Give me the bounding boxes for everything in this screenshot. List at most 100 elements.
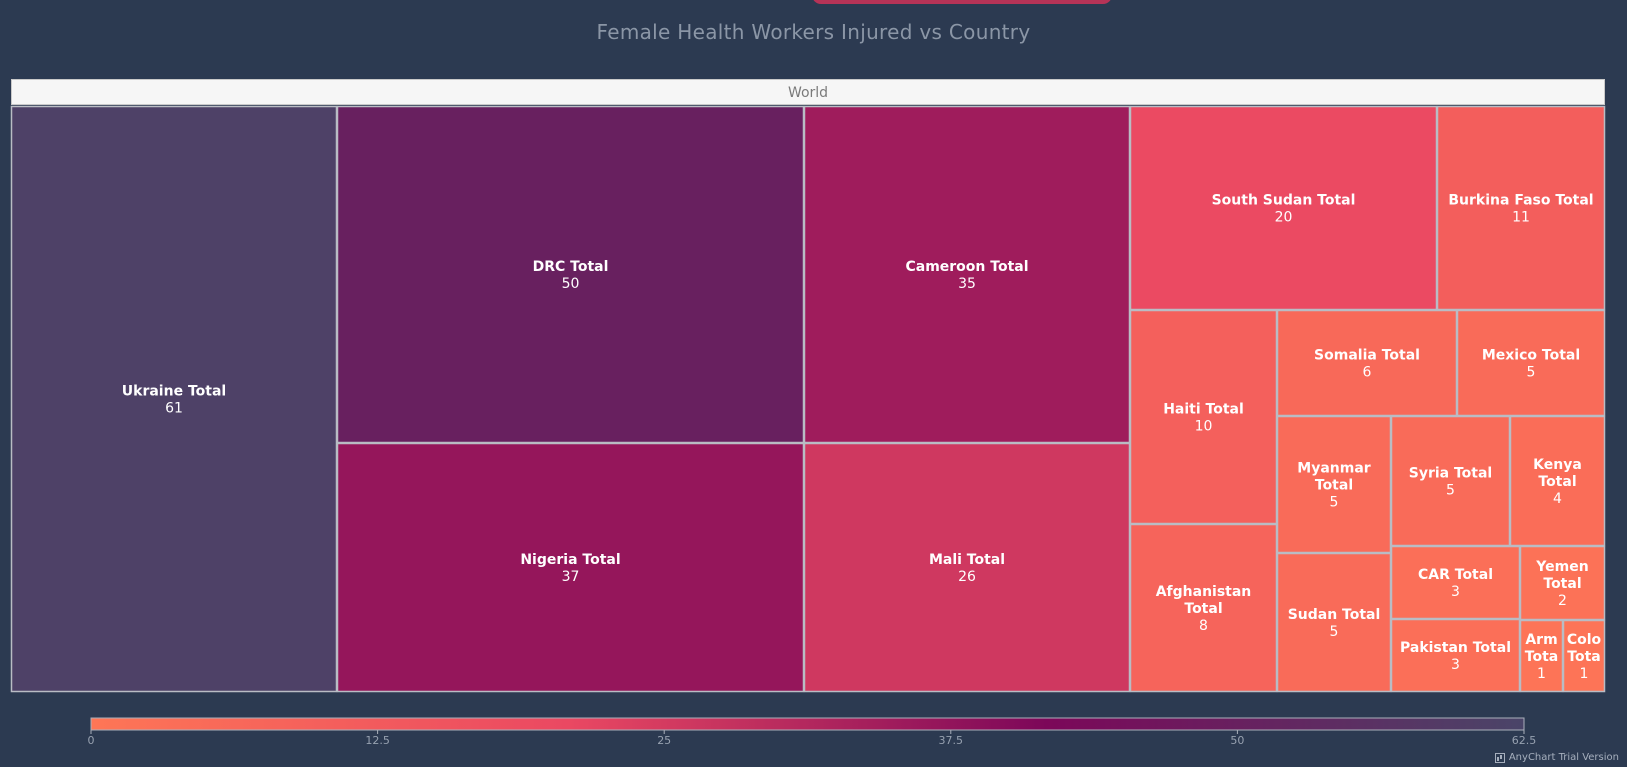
tile-label: Somalia Total [1314, 348, 1420, 364]
tile-rect[interactable] [336, 105, 805, 444]
tile-value: 2 [1558, 593, 1567, 609]
color-scale-tick-label: 25 [657, 734, 671, 747]
credits[interactable]: AnyChart Trial Version [1494, 752, 1619, 763]
tile-label: Sudan Total [1288, 607, 1381, 623]
tile-label: Total [1538, 474, 1576, 490]
tile-label: Yemen [1535, 559, 1588, 575]
tile-rect[interactable] [1129, 309, 1278, 525]
treemap-header-world[interactable]: World [11, 79, 1605, 105]
color-scale-bar [90, 717, 1525, 731]
tile-rect[interactable] [1456, 309, 1606, 417]
tile-rect[interactable] [1390, 618, 1521, 693]
color-scale-tick-label: 62.5 [1512, 734, 1537, 747]
tile-label: Burkina Faso Total [1448, 193, 1593, 209]
tile-rect[interactable] [1390, 545, 1521, 620]
tile-value: 20 [1275, 210, 1293, 226]
tile-value: 3 [1451, 584, 1460, 600]
color-scale-tick-label: 37.5 [939, 734, 964, 747]
tile-label: Tota [1567, 649, 1600, 665]
tile-rect[interactable] [803, 105, 1131, 444]
tile-value: 11 [1512, 210, 1530, 226]
tile-label: Syria Total [1409, 466, 1492, 482]
tile-rect[interactable] [803, 442, 1131, 693]
tile-value: 1 [1580, 666, 1589, 682]
tile-rect[interactable] [1519, 545, 1606, 621]
tile-label: Ukraine Total [122, 384, 226, 400]
tile-value: 5 [1330, 495, 1339, 511]
tile-value: 26 [958, 569, 976, 585]
tile-value: 50 [562, 276, 580, 292]
top-button[interactable] [812, 0, 1112, 4]
credits-label: AnyChart Trial Version [1508, 752, 1619, 763]
tile-rect[interactable] [1276, 415, 1392, 554]
chart-icon [1494, 752, 1505, 763]
tile-label: DRC Total [533, 259, 609, 275]
tile-value: 37 [562, 569, 580, 585]
tile-rect[interactable] [1129, 105, 1438, 311]
tile-label: Total [1543, 576, 1581, 592]
tile-label: Haiti Total [1163, 402, 1244, 418]
tile-value: 5 [1330, 624, 1339, 640]
tile-label: Mali Total [929, 552, 1005, 568]
tile-label: Mexico Total [1482, 348, 1580, 364]
tile-value: 6 [1363, 365, 1372, 381]
tile-label: Arm [1525, 632, 1557, 648]
tile-label: Cameroon Total [905, 259, 1028, 275]
tile-rect[interactable] [1509, 415, 1606, 547]
tile-rect[interactable] [1562, 619, 1606, 693]
tile-label: Total [1315, 478, 1353, 494]
tile-value: 5 [1446, 483, 1455, 499]
tile-value: 10 [1195, 419, 1213, 435]
color-scale-tick-label: 0 [88, 734, 95, 747]
tile-rect[interactable] [1390, 415, 1511, 547]
tile-value: 5 [1527, 365, 1536, 381]
tile-value: 4 [1553, 491, 1562, 507]
tile-label: Myanmar [1297, 461, 1371, 477]
tile-rect[interactable] [1519, 619, 1564, 693]
tile-value: 8 [1199, 618, 1208, 634]
tile-value: 3 [1451, 657, 1460, 673]
chart-title: Female Health Workers Injured vs Country [596, 20, 1031, 44]
tile-value: 1 [1537, 666, 1546, 682]
tile-label: Total [1184, 601, 1222, 617]
tile-rect[interactable] [10, 105, 338, 693]
tile-label: CAR Total [1418, 567, 1493, 583]
color-scale-tick-label: 12.5 [365, 734, 390, 747]
tile-rect[interactable] [1436, 105, 1606, 311]
tile-label: Pakistan Total [1400, 640, 1511, 656]
tile-rect[interactable] [336, 442, 805, 693]
tile-rect[interactable] [1129, 523, 1278, 693]
tile-rect[interactable] [1276, 552, 1392, 693]
tile-value: 61 [165, 401, 183, 417]
tile-label: South Sudan Total [1212, 193, 1356, 209]
color-scale-tick-label: 50 [1230, 734, 1244, 747]
tile-label: Afghanistan [1156, 584, 1252, 600]
tile-label: Nigeria Total [520, 552, 620, 568]
tile-value: 35 [958, 276, 976, 292]
tile-label: Tota [1525, 649, 1558, 665]
tile-rect[interactable] [1276, 309, 1458, 417]
